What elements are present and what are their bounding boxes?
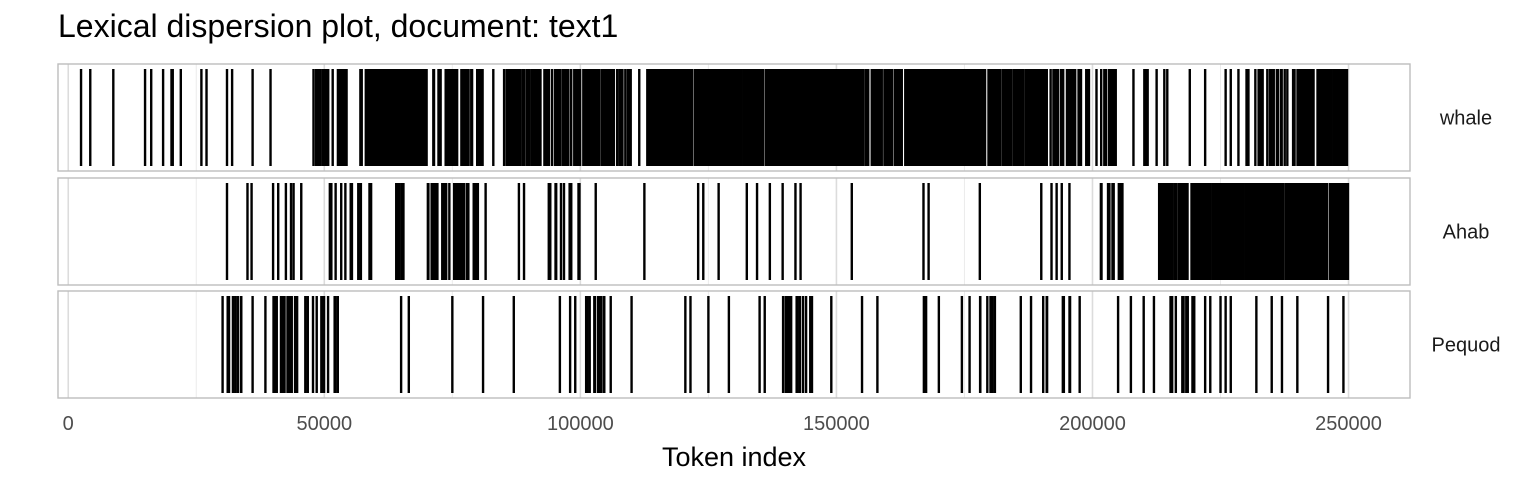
- x-tick-label: 200000: [1059, 413, 1126, 435]
- chart-title: Lexical dispersion plot, document: text1: [58, 8, 619, 44]
- panel-border: [57, 177, 1411, 286]
- panel-label: Pequod: [1432, 335, 1501, 357]
- x-tick-label: 150000: [803, 413, 870, 435]
- panel-label: whale: [1439, 108, 1492, 130]
- x-axis-label: Token index: [662, 442, 807, 472]
- panel-border: [57, 290, 1411, 399]
- x-tick-label: 50000: [296, 413, 352, 435]
- panel-label: Ahab: [1443, 222, 1490, 244]
- x-tick-label: 100000: [547, 413, 614, 435]
- x-tick-label: 0: [63, 413, 74, 435]
- panel-border: [57, 63, 1411, 172]
- x-tick-label: 250000: [1315, 413, 1382, 435]
